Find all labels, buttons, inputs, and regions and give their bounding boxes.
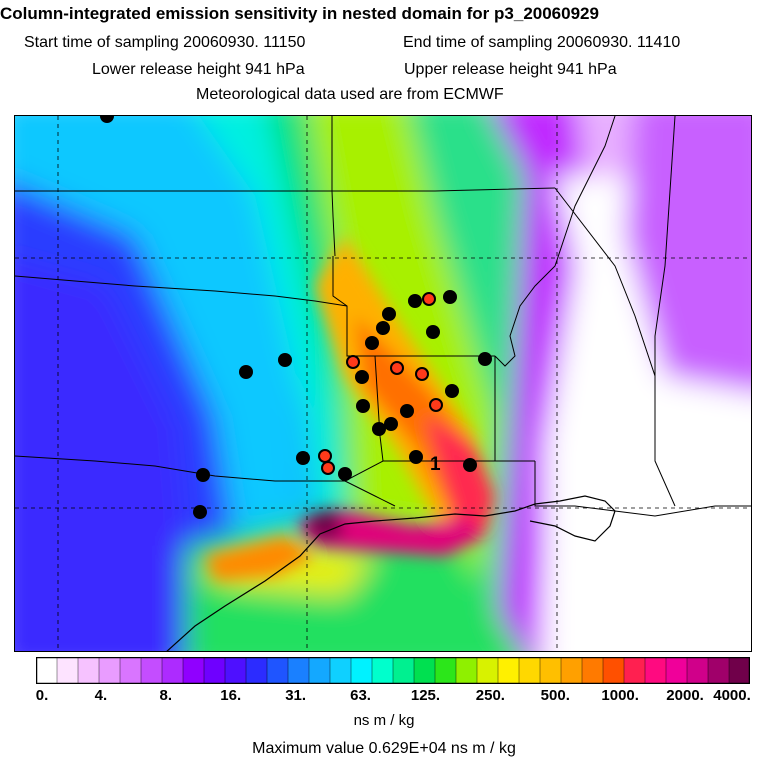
- legend-cell: [539, 657, 562, 684]
- legend-cells: [36, 657, 750, 684]
- legend-cell: [707, 657, 730, 684]
- map-marker-label: 1: [430, 454, 441, 475]
- receptor-point: [278, 353, 292, 367]
- legend-cell: [161, 657, 184, 684]
- legend-cell: [371, 657, 394, 684]
- receptor-point: [382, 307, 396, 321]
- legend-cell: [728, 657, 750, 684]
- lower-release-label: Lower release height 941 hPa: [92, 61, 305, 78]
- receptor-point: [372, 422, 386, 436]
- receptor-point: [100, 116, 114, 123]
- sensitivity-map: 1: [14, 115, 752, 652]
- legend-cell: [287, 657, 310, 684]
- legend-cell: [245, 657, 268, 684]
- receptor-point: [338, 467, 352, 481]
- coastline: [166, 495, 616, 651]
- receptor-point: [463, 458, 477, 472]
- receptor-point: [356, 399, 370, 413]
- legend-cell: [581, 657, 604, 684]
- legend-cell: [623, 657, 646, 684]
- receptor-point: [478, 352, 492, 366]
- legend-cell: [77, 657, 100, 684]
- legend-cell: [434, 657, 457, 684]
- legend-cell: [602, 657, 625, 684]
- legend-cell: [308, 657, 331, 684]
- meteorological-data-label: Meteorological data used are from ECMWF: [196, 86, 504, 103]
- legend-tick-label: 16.: [220, 687, 242, 704]
- maximum-value-label: Maximum value 0.629E+04 ns m / kg: [252, 740, 516, 757]
- receptor-point: [193, 505, 207, 519]
- legend-tick-label: 2000.: [666, 687, 704, 704]
- legend-cell: [686, 657, 709, 684]
- legend-cell: [182, 657, 205, 684]
- receptor-point: [296, 451, 310, 465]
- receptor-point-highlighted: [321, 461, 335, 475]
- sensitivity-field: [15, 116, 751, 651]
- legend-tick-label: 1000.: [601, 687, 639, 704]
- receptor-point-highlighted: [390, 361, 404, 375]
- receptor-point-highlighted: [415, 367, 429, 381]
- legend-cell: [36, 657, 58, 684]
- legend-tick-label: 8.: [159, 687, 173, 704]
- upper-release-label: Upper release height 941 hPa: [404, 61, 617, 78]
- legend-cell: [665, 657, 688, 684]
- receptor-point: [409, 450, 423, 464]
- state-boundaries: [15, 116, 751, 517]
- legend-cell: [203, 657, 226, 684]
- legend-cell: [98, 657, 121, 684]
- legend-cell: [497, 657, 520, 684]
- legend-tick-label: 4000.: [713, 687, 751, 704]
- legend-cell: [329, 657, 352, 684]
- receptor-point: [384, 417, 398, 431]
- receptor-point: [365, 336, 379, 350]
- legend-tick-label: 4.: [94, 687, 108, 704]
- legend-cell: [644, 657, 667, 684]
- legend-cell: [455, 657, 478, 684]
- legend-unit-label: ns m / kg: [353, 712, 415, 729]
- color-legend-bar: [36, 657, 750, 684]
- legend-cell: [266, 657, 289, 684]
- receptor-point-highlighted: [422, 292, 436, 306]
- legend-cell: [56, 657, 79, 684]
- receptor-point: [408, 294, 422, 308]
- receptor-point: [376, 321, 390, 335]
- end-time-label: End time of sampling 20060930. 11410: [403, 34, 681, 51]
- legend-cell: [224, 657, 247, 684]
- legend-cell: [560, 657, 583, 684]
- receptor-point: [196, 468, 210, 482]
- legend-cell: [140, 657, 163, 684]
- lat-lon-grid: [15, 116, 751, 651]
- map-title: Column-integrated emission sensitivity i…: [0, 4, 599, 23]
- legend-cell: [476, 657, 499, 684]
- legend-cell: [119, 657, 142, 684]
- legend-cell: [392, 657, 415, 684]
- receptor-point: [400, 404, 414, 418]
- legend-cell: [518, 657, 541, 684]
- receptor-point-highlighted: [346, 355, 360, 369]
- legend-tick-label: 250.: [475, 687, 505, 704]
- legend-cell: [413, 657, 436, 684]
- map-canvas: 1: [15, 116, 751, 651]
- receptor-point: [355, 370, 369, 384]
- receptor-points: [100, 116, 492, 519]
- legend-cell: [350, 657, 373, 684]
- start-time-label: Start time of sampling 20060930. 11150: [24, 34, 306, 51]
- receptor-point: [443, 290, 457, 304]
- receptor-point-highlighted: [318, 449, 332, 463]
- receptor-point: [239, 365, 253, 379]
- legend-tick-label: 0.: [35, 687, 49, 704]
- receptor-point: [426, 325, 440, 339]
- legend-tick-label: 125.: [410, 687, 441, 704]
- legend-tick-label: 31.: [285, 687, 307, 704]
- legend-tick-label: 63.: [350, 687, 371, 704]
- receptor-point: [445, 384, 459, 398]
- legend-tick-label: 500.: [540, 687, 570, 704]
- receptor-point-highlighted: [429, 398, 443, 412]
